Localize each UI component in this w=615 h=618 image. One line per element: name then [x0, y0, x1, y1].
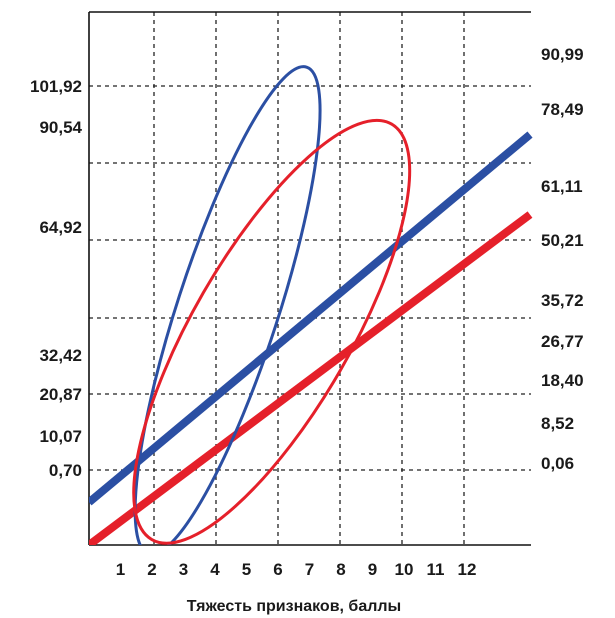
confidence-ellipse-2: [133, 65, 322, 545]
grid: [89, 12, 531, 545]
left-axis-tick-label: 90,54: [39, 118, 82, 137]
right-axis-tick-label: 61,11: [541, 177, 583, 196]
left-axis-tick-label: 10,07: [39, 427, 82, 446]
x-axis-tick-label: 8: [336, 560, 345, 579]
plot-frame: [88, 11, 531, 546]
right-axis-tick-label: 18,40: [541, 371, 584, 390]
confidence-ellipse-3: [132, 118, 412, 545]
x-axis-tick-label: 1: [116, 560, 125, 579]
left-axis-tick-label: 101,92: [30, 77, 82, 96]
x-axis-tick-label: 9: [368, 560, 377, 579]
x-axis-tick-label: 5: [242, 560, 251, 579]
series-layer: [89, 65, 533, 545]
right-axis-tick-label: 0,06: [541, 454, 574, 473]
x-axis-tick-label: 12: [458, 560, 477, 579]
right-axis-tick-labels: 90,99 78,49 61,11 50,21 35,72 26,77 18,40 8,52 0…: [541, 45, 584, 473]
x-axis-tick-label: 3: [179, 560, 188, 579]
x-axis-tick-label: 2: [147, 560, 156, 579]
x-axis-tick-label: 6: [273, 560, 282, 579]
x-axis-tick-labels: 1 2 3 4 5 6 7 8 9 10 11 12: [116, 560, 477, 579]
right-axis-tick-label: 8,52: [541, 414, 574, 433]
left-axis-tick-label: 20,87: [39, 385, 82, 404]
left-axis-tick-label: 64,92: [39, 218, 82, 237]
x-axis-tick-label: 11: [427, 560, 445, 579]
right-axis-tick-label: 78,49: [541, 100, 584, 119]
right-axis-tick-label: 26,77: [541, 332, 584, 351]
regression-line-1: [89, 211, 533, 545]
left-axis-tick-labels: 101,92 90,54 64,92 32,42 20,87 10,07 0,70: [30, 77, 83, 480]
x-axis-tick-label: 7: [305, 560, 314, 579]
left-axis-tick-label: 0,70: [49, 461, 82, 480]
x-axis-label: Тяжесть признаков, баллы: [187, 598, 401, 615]
right-axis-tick-label: 50,21: [541, 231, 584, 250]
x-axis-tick-label: 10: [395, 560, 414, 579]
right-axis-tick-label: 35,72: [541, 291, 584, 310]
x-axis-tick-label: 4: [210, 560, 220, 579]
right-axis-tick-label: 90,99: [541, 45, 584, 64]
left-axis-tick-label: 32,42: [39, 346, 82, 365]
regression-line-0: [89, 131, 533, 506]
